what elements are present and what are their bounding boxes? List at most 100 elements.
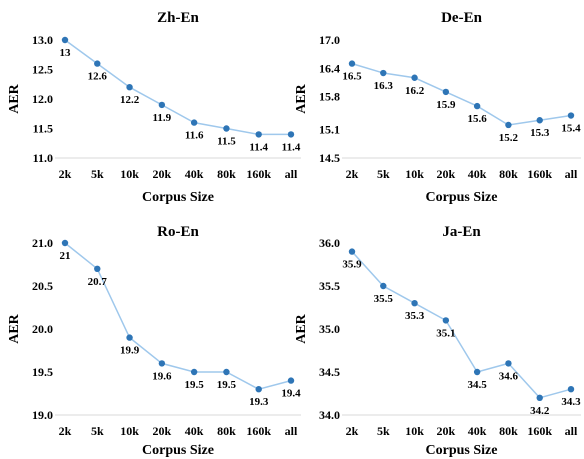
data-label: 19.5 — [217, 379, 237, 391]
data-point — [536, 117, 543, 124]
y-tick-label: 12.0 — [32, 92, 53, 106]
y-tick-label: 15.1 — [319, 123, 340, 137]
data-point — [287, 377, 295, 384]
data-label: 15.2 — [499, 132, 519, 144]
x-tick-label: 80k — [499, 167, 518, 181]
data-point — [567, 112, 575, 119]
data-label: 11.9 — [153, 112, 172, 124]
data-label: 11.4 — [282, 141, 301, 153]
y-tick-label: 20.5 — [32, 279, 53, 293]
y-tick-label: 19.5 — [32, 365, 53, 379]
data-point — [505, 121, 512, 129]
x-tick-label: 20k — [437, 167, 456, 181]
y-tick-label: 21.0 — [32, 236, 53, 250]
x-axis-label: Corpus Size — [142, 443, 214, 458]
y-tick-label: 12.5 — [32, 63, 53, 77]
data-label: 16.5 — [342, 71, 362, 83]
data-point — [61, 239, 69, 247]
y-axis-label: AER — [7, 83, 22, 113]
x-tick-label: 2k — [346, 167, 359, 181]
x-tick-label: 10k — [405, 424, 424, 438]
x-tick-label: 40k — [185, 167, 204, 181]
y-axis-label: AER — [294, 83, 309, 113]
panel-title: Zh-En — [157, 10, 199, 26]
data-label: 15.4 — [561, 123, 581, 135]
data-label: 11.6 — [185, 130, 204, 142]
data-label: 19.5 — [185, 379, 205, 391]
x-tick-label: 40k — [185, 424, 204, 438]
x-tick-label: 40k — [468, 167, 487, 181]
data-point — [94, 60, 101, 67]
chart-panel-2: Ro-En 21.0 20.5 20.0 19.5 19.0 AER 2k 5k 10k 20k 40… — [7, 224, 301, 458]
data-point — [94, 265, 101, 272]
data-label: 16.3 — [374, 80, 394, 92]
x-tick-label: all — [565, 167, 578, 181]
x-tick-label: 160k — [527, 424, 552, 438]
data-label: 15.3 — [530, 127, 550, 139]
data-label: 34.5 — [468, 379, 488, 391]
data-label: 16.2 — [405, 85, 425, 97]
data-point — [287, 131, 295, 138]
y-tick-label: 36.0 — [319, 236, 340, 250]
data-label: 35.1 — [436, 327, 455, 339]
data-label: 15.9 — [436, 99, 456, 111]
data-point — [255, 131, 262, 138]
data-point — [126, 84, 133, 91]
data-label: 13 — [60, 47, 72, 59]
y-tick-label: 16.4 — [319, 61, 340, 75]
y-tick-label: 17.0 — [319, 33, 340, 47]
x-tick-label: 2k — [59, 167, 72, 181]
data-label: 19.4 — [281, 388, 301, 400]
x-tick-label: 2k — [59, 424, 72, 438]
data-point — [442, 88, 450, 96]
data-point — [158, 101, 166, 109]
x-tick-label: 5k — [91, 167, 104, 181]
series-line — [64, 242, 292, 391]
y-tick-label: 11.5 — [33, 122, 53, 136]
x-tick-label: 80k — [217, 167, 236, 181]
x-tick-label: 20k — [153, 424, 172, 438]
data-label: 20.7 — [88, 276, 108, 288]
x-axis-label: Corpus Size — [142, 190, 214, 205]
x-tick-label: 10k — [405, 167, 424, 181]
y-axis-label: AER — [7, 313, 22, 343]
data-point — [223, 125, 230, 132]
data-point — [61, 36, 69, 44]
data-label: 19.3 — [249, 396, 269, 408]
x-tick-label: 160k — [527, 167, 552, 181]
data-label: 11.5 — [217, 136, 236, 148]
panel-title: Ja-En — [442, 224, 481, 240]
data-label: 35.5 — [374, 293, 394, 305]
data-point — [190, 119, 198, 126]
data-label: 34.6 — [499, 370, 519, 382]
data-point — [473, 102, 481, 110]
data-label: 34.3 — [561, 396, 581, 408]
chart-panel-3: Ja-En 36.0 35.5 35.0 34.5 34.0 AER 2k 5k 10k 20k 40… — [294, 224, 581, 458]
data-point — [567, 386, 575, 393]
data-point — [411, 74, 418, 81]
y-tick-label: 20.0 — [32, 322, 53, 336]
y-tick-label: 35.5 — [319, 279, 340, 293]
data-point — [442, 317, 450, 324]
data-point — [126, 334, 133, 341]
x-tick-label: 20k — [153, 167, 172, 181]
series-line — [351, 62, 572, 126]
y-axis-label: AER — [294, 313, 309, 343]
panel-title: De-En — [441, 10, 482, 26]
data-point — [411, 300, 418, 307]
x-tick-label: 2k — [346, 424, 359, 438]
y-tick-label: 19.0 — [32, 408, 53, 422]
y-tick-label: 13.0 — [32, 33, 53, 47]
data-label: 34.2 — [530, 405, 550, 417]
x-axis-label: Corpus Size — [426, 190, 498, 205]
data-label: 21 — [60, 250, 71, 262]
y-tick-label: 34.5 — [319, 365, 340, 379]
x-tick-label: 10k — [120, 424, 139, 438]
data-point — [223, 368, 230, 376]
y-tick-label: 15.8 — [319, 90, 340, 104]
series-line — [64, 39, 291, 136]
data-label: 11.4 — [249, 141, 268, 153]
x-tick-label: 160k — [246, 167, 271, 181]
data-label: 12.6 — [88, 71, 108, 83]
